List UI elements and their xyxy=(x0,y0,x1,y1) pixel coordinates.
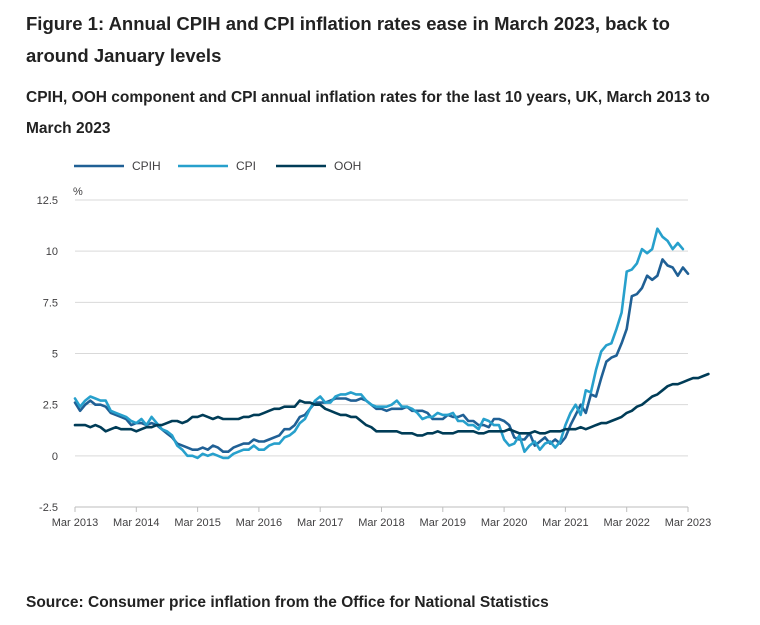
x-tick-label: Mar 2014 xyxy=(113,517,159,529)
legend-item-cpi: CPI xyxy=(178,159,256,173)
legend-item-ooh: OOH xyxy=(276,159,361,173)
figure-title: Figure 1: Annual CPIH and CPI inflation … xyxy=(26,13,670,66)
y-tick-label: 2.5 xyxy=(43,400,58,412)
y-tick-label: 12.5 xyxy=(37,195,58,207)
y-axis-tick-labels: -2.5 0 2.5 5 7.5 10 12.5 xyxy=(37,195,58,514)
chart-gridlines xyxy=(75,199,688,508)
y-tick-label: 5 xyxy=(52,349,58,361)
x-tick-label: Mar 2021 xyxy=(542,517,588,529)
legend-label: OOH xyxy=(334,159,361,173)
x-tick-label: Mar 2016 xyxy=(236,517,282,529)
source-note: Source: Consumer price inflation from th… xyxy=(26,594,549,611)
y-axis-unit-label: % xyxy=(73,186,83,198)
series-line-ooh xyxy=(73,372,710,437)
x-tick-label: Mar 2020 xyxy=(481,517,527,529)
legend-label: CPI xyxy=(236,159,256,173)
chart-legend: CPIH CPI OOH xyxy=(74,159,361,173)
x-tick-label: Mar 2013 xyxy=(52,517,98,529)
y-tick-label: 7.5 xyxy=(43,297,58,309)
legend-label: CPIH xyxy=(132,159,161,173)
x-tick-label: Mar 2022 xyxy=(603,517,649,529)
x-tick-label: Mar 2015 xyxy=(174,517,220,529)
chart-series-lines xyxy=(73,227,710,460)
figure-subtitle: CPIH, OOH component and CPI annual infla… xyxy=(26,89,710,137)
series-line-cpi xyxy=(73,227,685,460)
y-tick-label: 10 xyxy=(46,246,58,258)
x-tick-label: Mar 2023 xyxy=(665,517,711,529)
x-axis: Mar 2013 Mar 2014 Mar 2015 Mar 2016 Mar 2017… xyxy=(52,506,711,529)
legend-item-cpih: CPIH xyxy=(74,159,161,173)
x-tick-label: Mar 2018 xyxy=(358,517,404,529)
x-tick-label: Mar 2019 xyxy=(420,517,466,529)
y-tick-label: -2.5 xyxy=(39,502,58,514)
y-tick-label: 0 xyxy=(52,451,58,463)
line-chart: CPIH CPI OOH % -2.5 0 2.5 5 7.5 10 12.5 Mar 2013… xyxy=(37,159,712,529)
x-tick-label: Mar 2017 xyxy=(297,517,343,529)
